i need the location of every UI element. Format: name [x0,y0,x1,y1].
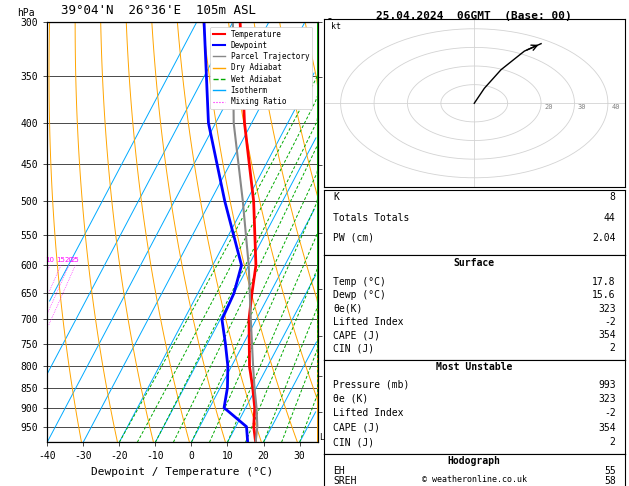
Text: CIN (J): CIN (J) [333,343,374,353]
Text: Lifted Index: Lifted Index [333,317,403,327]
Text: CAPE (J): CAPE (J) [333,423,380,433]
Text: Mixing Ratio (g/kg): Mixing Ratio (g/kg) [337,218,345,313]
Text: 354: 354 [598,330,616,340]
Text: Most Unstable: Most Unstable [436,363,513,372]
Text: Pressure (mb): Pressure (mb) [333,380,409,390]
Text: CIN (J): CIN (J) [333,437,374,447]
Text: LCL: LCL [319,433,334,442]
Text: Dewp (°C): Dewp (°C) [333,290,386,300]
Text: Hodograph: Hodograph [448,456,501,466]
Text: 8: 8 [610,192,616,202]
Text: 2: 2 [610,343,616,353]
Text: 15: 15 [57,257,65,263]
Text: 55: 55 [604,466,616,476]
Text: Totals Totals: Totals Totals [333,212,409,223]
Text: CAPE (J): CAPE (J) [333,330,380,340]
X-axis label: Dewpoint / Temperature (°C): Dewpoint / Temperature (°C) [91,467,274,477]
Text: θe (K): θe (K) [333,394,368,404]
Text: © weatheronline.co.uk: © weatheronline.co.uk [422,474,526,484]
Text: 15.6: 15.6 [592,290,616,300]
Text: 10: 10 [45,257,55,263]
Text: 2.04: 2.04 [592,233,616,243]
Text: 25.04.2024  06GMT  (Base: 00): 25.04.2024 06GMT (Base: 00) [376,11,572,21]
Text: θe(K): θe(K) [333,304,362,313]
Text: -2: -2 [604,408,616,418]
Text: hPa: hPa [18,8,35,17]
Text: 993: 993 [598,380,616,390]
Text: Temp (°C): Temp (°C) [333,277,386,287]
Text: Lifted Index: Lifted Index [333,408,403,418]
Text: 17.8: 17.8 [592,277,616,287]
Text: EH: EH [333,466,345,476]
Text: PW (cm): PW (cm) [333,233,374,243]
Text: -2: -2 [604,317,616,327]
Text: SREH: SREH [333,476,357,486]
Text: 20: 20 [65,257,74,263]
Text: 44: 44 [604,212,616,223]
Text: Surface: Surface [454,258,495,268]
Text: 58: 58 [604,476,616,486]
Y-axis label: km
ASL: km ASL [343,221,361,243]
Text: K: K [333,192,339,202]
Legend: Temperature, Dewpoint, Parcel Trajectory, Dry Adiabat, Wet Adiabat, Isotherm, Mi: Temperature, Dewpoint, Parcel Trajectory… [210,27,313,109]
Text: 354: 354 [598,423,616,433]
Text: 323: 323 [598,304,616,313]
Text: 20: 20 [545,104,553,110]
Text: 39°04'N  26°36'E  105m ASL: 39°04'N 26°36'E 105m ASL [60,3,256,17]
Text: 25: 25 [71,257,80,263]
Text: 2: 2 [610,437,616,447]
Text: 30: 30 [578,104,586,110]
Text: kt: kt [331,22,341,31]
Text: 323: 323 [598,394,616,404]
Text: 40: 40 [611,104,620,110]
